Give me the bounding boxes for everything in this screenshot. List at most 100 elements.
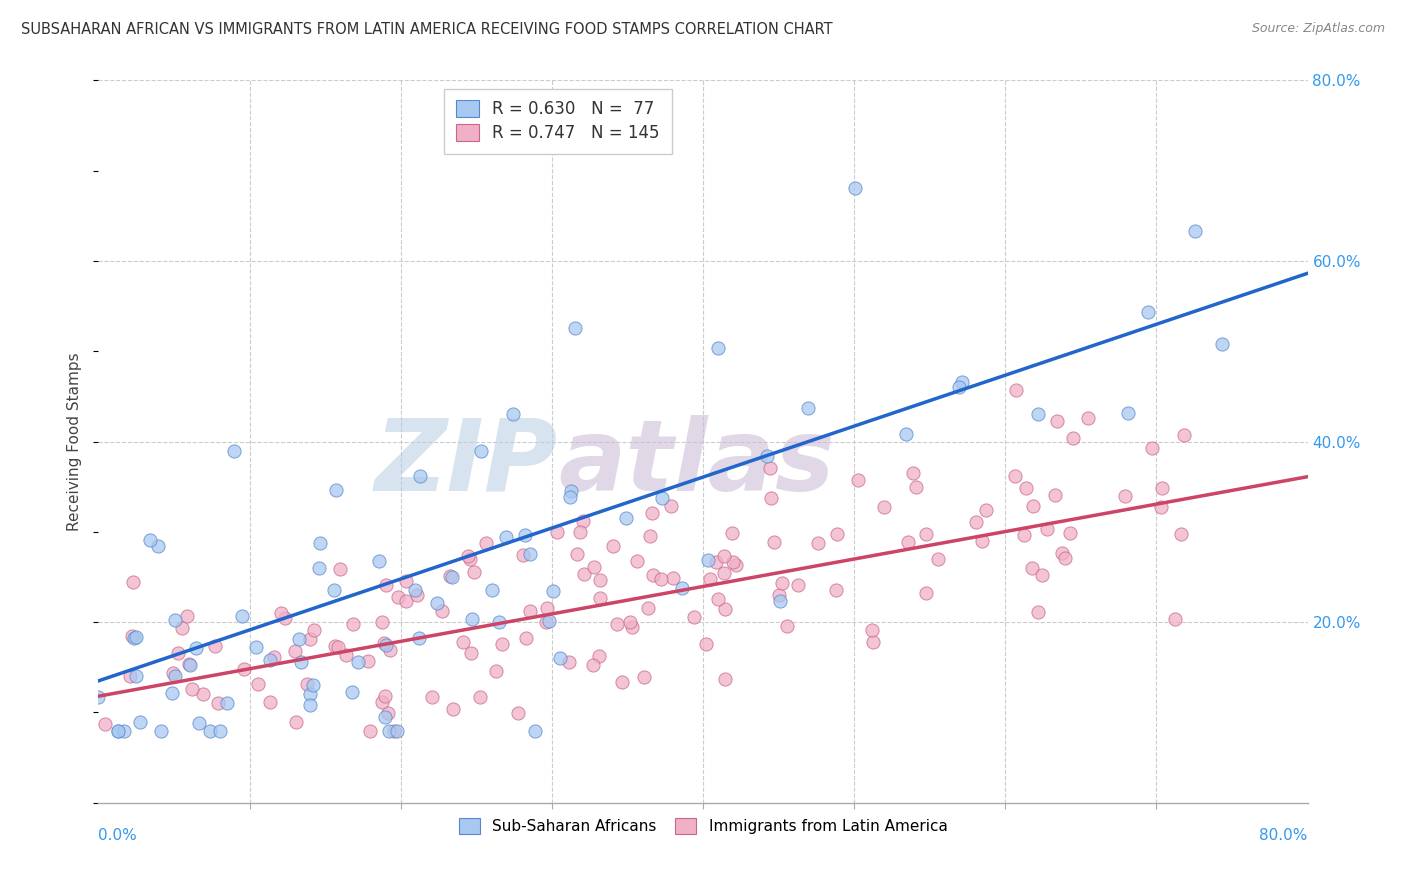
Point [163,613,186,627]
Point [207,696,229,710]
Point [901,466,924,480]
Point [1116,406,1139,420]
Point [224,444,246,458]
Legend: Sub-Saharan Africans, Immigrants from Latin America: Sub-Saharan Africans, Immigrants from La… [451,811,955,842]
Point [323,583,346,598]
Point [825,527,848,541]
Point [862,634,884,648]
Point [896,427,918,442]
Point [683,610,706,624]
Point [1114,489,1136,503]
Point [176,608,198,623]
Point [370,615,392,629]
Point [581,657,603,672]
Point [1028,606,1050,620]
Point [970,534,993,549]
Point [1062,431,1084,445]
Point [274,611,297,625]
Point [125,669,148,683]
Point [387,590,409,604]
Text: ZIP: ZIP [375,415,558,512]
Point [1021,560,1043,574]
Point [696,553,718,567]
Point [558,655,581,669]
Point [506,706,529,720]
Point [661,500,683,514]
Point [408,631,430,645]
Point [619,615,641,630]
Point [927,551,949,566]
Point [395,594,418,608]
Point [797,401,820,416]
Point [463,565,485,579]
Point [371,695,394,709]
Point [122,631,145,645]
Point [589,573,612,587]
Point [441,701,464,715]
Point [948,380,970,394]
Point [179,657,201,672]
Point [620,620,643,634]
Point [758,461,780,475]
Point [699,573,721,587]
Point [284,644,307,658]
Point [325,483,347,497]
Point [713,566,735,580]
Point [458,552,481,566]
Point [215,696,238,710]
Point [844,181,866,195]
Point [284,714,307,729]
Point [564,320,586,334]
Point [485,664,508,678]
Point [179,658,201,673]
Point [513,528,536,542]
Point [488,615,510,629]
Point [704,555,727,569]
Text: Source: ZipAtlas.com: Source: ZipAtlas.com [1251,22,1385,36]
Point [952,375,974,389]
Point [1170,527,1192,541]
Point [209,723,232,738]
Point [768,588,790,602]
Point [302,678,325,692]
Point [606,617,628,632]
Point [1053,551,1076,566]
Point [382,723,405,738]
Point [245,640,267,654]
Point [204,639,226,653]
Point [475,536,498,550]
Point [860,623,883,637]
Point [650,572,672,586]
Point [761,491,783,505]
Point [707,592,730,607]
Point [524,723,547,738]
Point [359,723,381,738]
Text: atlas: atlas [558,415,834,512]
Point [270,606,292,620]
Point [626,554,648,568]
Point [671,581,693,595]
Point [846,473,869,487]
Point [160,686,183,700]
Point [1152,481,1174,495]
Point [1036,522,1059,536]
Point [1012,528,1035,542]
Point [541,583,564,598]
Point [112,723,135,738]
Point [200,723,222,738]
Point [1077,410,1099,425]
Point [1173,428,1195,442]
Point [1140,441,1163,455]
Point [534,615,557,630]
Point [904,480,927,494]
Point [762,535,785,549]
Point [299,698,322,713]
Point [457,549,479,563]
Point [299,632,322,646]
Point [633,670,655,684]
Point [662,571,685,585]
Point [172,621,194,635]
Point [756,449,779,463]
Point [121,574,143,589]
Point [546,524,568,539]
